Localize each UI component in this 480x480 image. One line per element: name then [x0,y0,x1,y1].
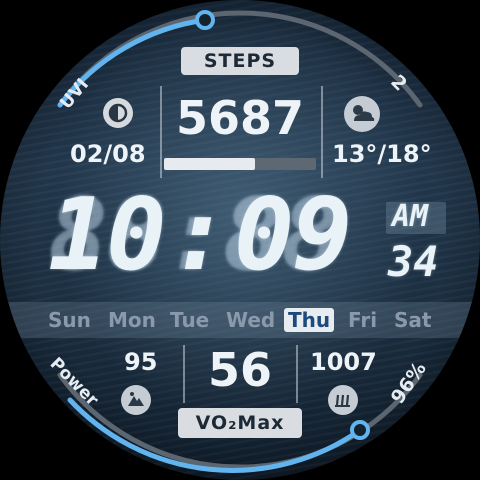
bottom-arc-progress [67,397,363,473]
ampm-indicator: AM [392,199,429,234]
time-minutes: 09 [234,176,352,293]
weekday-bar: Sun Mon Tue Wed Thu Fri Sat [0,302,480,338]
weekday-tue: Tue [170,308,210,332]
time-ghost-digits: 88:88 [48,176,341,293]
moon-phase-icon [103,98,133,128]
weekday-sat: Sat [394,308,432,332]
vo2max-label: VO₂Max [178,408,302,438]
time-separator: : [170,176,231,293]
ampm-box [386,202,446,234]
bottom-arc-track [57,372,423,470]
bottom-arc-knob[interactable] [350,420,370,440]
top-arc-progress [57,17,208,108]
divider-bottom-left [183,345,185,403]
top-arc-knob[interactable] [195,10,215,30]
divider-top-right [321,86,323,178]
vo2max-value: 56 [207,343,272,397]
mountain-icon [121,385,151,415]
steps-value: 5687 [175,91,305,145]
date-value: 02/08 [70,140,146,168]
weekday-mon: Mon [108,308,156,332]
steps-progress-fill [164,158,256,170]
weekday-thu: Thu [284,308,335,332]
time-seconds: 34 [388,237,439,286]
steps-progress-track [164,158,316,170]
pressure-icon [328,385,358,415]
divider-bottom-right [296,345,298,403]
weekday-sun: Sun [48,308,91,332]
pressure-value: 1007 [310,348,377,376]
altitude-value: 95 [124,348,158,376]
temperature-range: 13°/18° [332,140,432,168]
divider-top-left [160,86,162,178]
weekday-wed: Wed [226,308,276,332]
time-hours: 10 [48,176,166,293]
cloud-sun-icon [344,96,380,132]
weekday-fri: Fri [348,308,378,332]
steps-label: STEPS [181,47,299,75]
